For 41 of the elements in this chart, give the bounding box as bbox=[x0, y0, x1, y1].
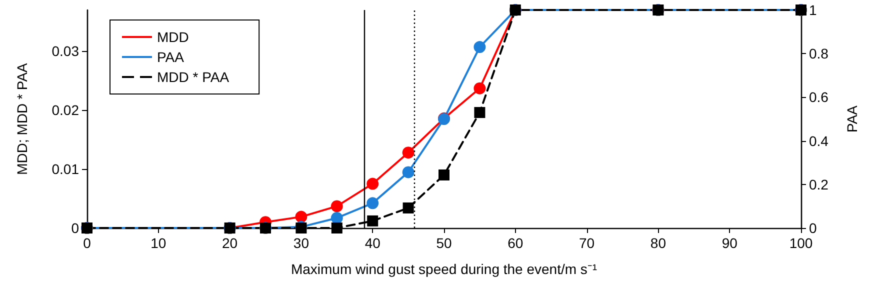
x-tick-label: 10 bbox=[150, 235, 166, 251]
legend-label: MDD bbox=[157, 29, 189, 45]
point bbox=[402, 146, 414, 159]
x-tick-label: 90 bbox=[722, 235, 738, 251]
legend-label: PAA bbox=[157, 49, 185, 65]
point bbox=[330, 200, 343, 212]
y2-tick-label: 0.4 bbox=[809, 132, 829, 149]
point bbox=[366, 178, 379, 190]
legend-label: MDD * PAA bbox=[157, 69, 230, 85]
x-tick-label: 100 bbox=[789, 235, 813, 251]
point bbox=[474, 82, 486, 94]
y2-tick-label: 0.6 bbox=[809, 89, 829, 106]
point bbox=[330, 212, 343, 224]
point bbox=[402, 166, 414, 178]
point bbox=[295, 210, 308, 223]
y-tick-label: 0.03 bbox=[52, 43, 80, 60]
x-tick-label: 40 bbox=[364, 235, 381, 251]
x-tick-label: 0 bbox=[83, 235, 92, 251]
point bbox=[474, 107, 486, 118]
x-axis-title: Maximum wind gust speed during the event/m s⁻¹ bbox=[290, 261, 598, 277]
y-tick-label: 0.01 bbox=[52, 161, 80, 178]
x-tick-label: 60 bbox=[508, 235, 524, 251]
x-tick-label: 80 bbox=[650, 235, 666, 251]
point bbox=[474, 41, 486, 54]
point bbox=[366, 197, 379, 210]
point bbox=[402, 202, 414, 214]
y-axis-title: MDD; MDD * PAA bbox=[14, 62, 30, 175]
y2-tick-label: 0.2 bbox=[809, 176, 829, 192]
y2-tick-label: 0 bbox=[809, 220, 817, 236]
x-tick-label: 50 bbox=[436, 235, 452, 251]
y-tick-label: 0.02 bbox=[52, 102, 80, 118]
point bbox=[331, 222, 342, 234]
x-tick-label: 30 bbox=[293, 235, 310, 251]
y2-axis-title: PAA bbox=[844, 104, 860, 132]
point bbox=[367, 215, 378, 226]
y2-tick-label: 1 bbox=[809, 2, 817, 18]
x-tick-label: 70 bbox=[579, 235, 595, 251]
point bbox=[438, 169, 450, 180]
x-tick-label: 20 bbox=[222, 235, 238, 251]
y2-tick-label: 0.8 bbox=[809, 46, 829, 62]
y-tick-label: 0 bbox=[71, 220, 80, 236]
